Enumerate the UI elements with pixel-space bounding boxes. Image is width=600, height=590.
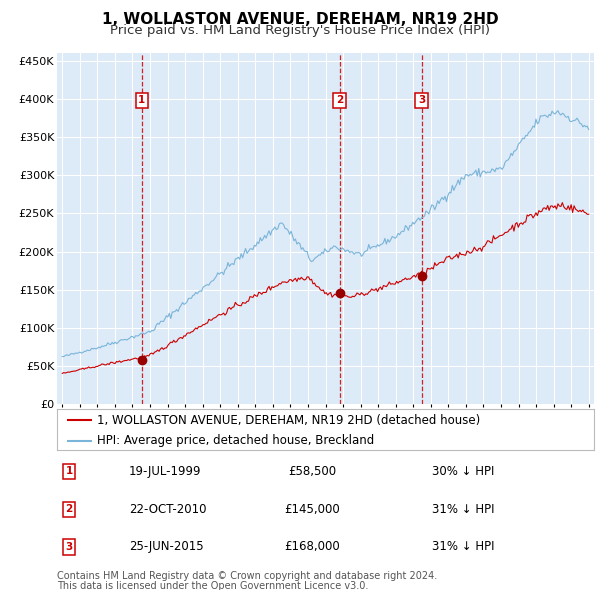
- Text: Contains HM Land Registry data © Crown copyright and database right 2024.: Contains HM Land Registry data © Crown c…: [57, 571, 437, 581]
- Text: £145,000: £145,000: [284, 503, 340, 516]
- Text: This data is licensed under the Open Government Licence v3.0.: This data is licensed under the Open Gov…: [57, 581, 368, 590]
- Text: Price paid vs. HM Land Registry's House Price Index (HPI): Price paid vs. HM Land Registry's House …: [110, 24, 490, 37]
- Text: 31% ↓ HPI: 31% ↓ HPI: [432, 503, 494, 516]
- Text: 1: 1: [65, 467, 73, 476]
- Text: £58,500: £58,500: [288, 465, 336, 478]
- Text: 1, WOLLASTON AVENUE, DEREHAM, NR19 2HD: 1, WOLLASTON AVENUE, DEREHAM, NR19 2HD: [101, 12, 499, 27]
- Text: 2: 2: [65, 504, 73, 514]
- Text: 1, WOLLASTON AVENUE, DEREHAM, NR19 2HD (detached house): 1, WOLLASTON AVENUE, DEREHAM, NR19 2HD (…: [97, 414, 481, 427]
- Text: 19-JUL-1999: 19-JUL-1999: [129, 465, 202, 478]
- Text: 3: 3: [65, 542, 73, 552]
- Text: 2: 2: [336, 96, 343, 106]
- Text: 25-JUN-2015: 25-JUN-2015: [129, 540, 203, 553]
- Text: 3: 3: [418, 96, 425, 106]
- Text: HPI: Average price, detached house, Breckland: HPI: Average price, detached house, Brec…: [97, 434, 374, 447]
- Text: 31% ↓ HPI: 31% ↓ HPI: [432, 540, 494, 553]
- Text: 30% ↓ HPI: 30% ↓ HPI: [432, 465, 494, 478]
- Text: 1: 1: [139, 96, 146, 106]
- Text: £168,000: £168,000: [284, 540, 340, 553]
- Text: 22-OCT-2010: 22-OCT-2010: [129, 503, 206, 516]
